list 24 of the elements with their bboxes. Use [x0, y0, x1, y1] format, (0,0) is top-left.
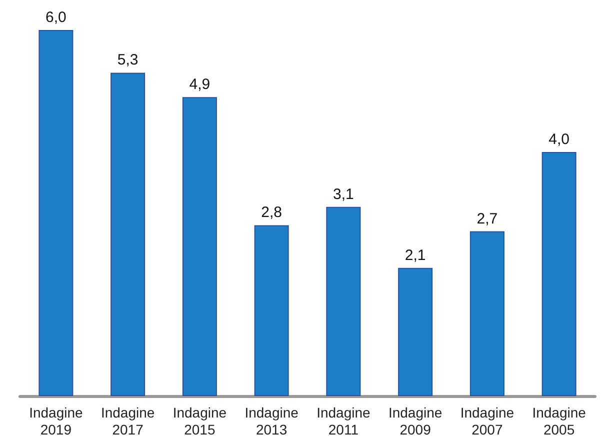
x-tick-label: Indagine 2017: [100, 404, 155, 438]
data-label: 6,0: [46, 9, 66, 26]
bar: [38, 30, 74, 396]
x-tick-label: Indagine 2013: [244, 404, 299, 438]
bar: [398, 268, 433, 396]
bar: [182, 97, 217, 396]
data-label: 5,3: [117, 52, 138, 69]
data-label: 2,7: [476, 210, 498, 228]
x-tick-label: Indagine 2009: [388, 404, 442, 438]
x-tick-label: Indagine 2005: [532, 404, 586, 438]
x-tick-label: Indagine 2007: [460, 404, 514, 438]
data-label: 2,8: [261, 204, 282, 222]
data-label: 4,9: [189, 76, 210, 94]
bar: [470, 231, 504, 396]
bar: [254, 225, 289, 396]
data-label: 2,1: [404, 246, 426, 264]
data-label: 4,0: [548, 131, 570, 148]
x-tick-label: Indagine 2011: [316, 404, 371, 438]
data-label: 3,1: [333, 186, 354, 203]
bar: [110, 72, 146, 396]
x-tick-label: Indagine 2019: [29, 404, 84, 438]
bar: [542, 152, 576, 396]
bar: [326, 206, 361, 396]
x-tick-label: Indagine 2015: [172, 404, 227, 438]
